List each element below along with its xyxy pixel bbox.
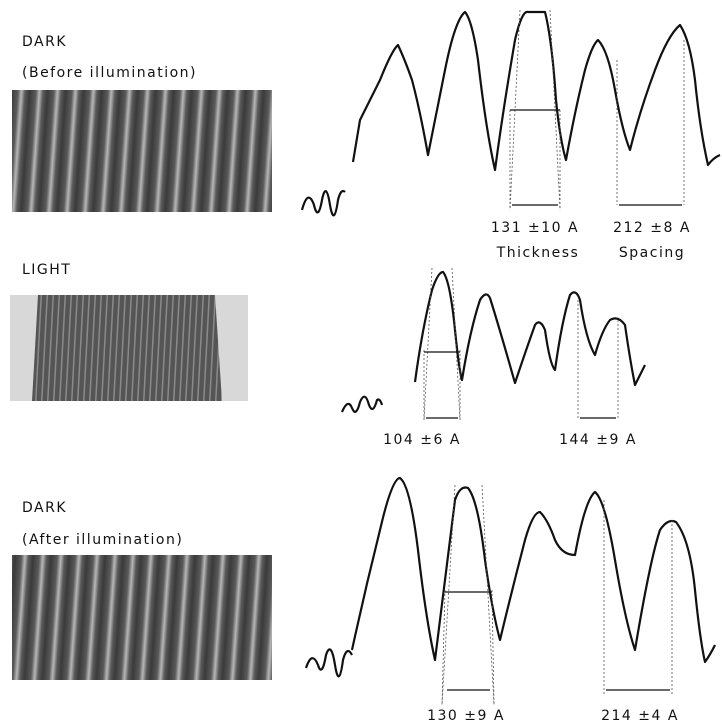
density-trace <box>304 648 353 678</box>
panel-label: LIGHT <box>22 262 71 278</box>
density-trace <box>340 395 384 413</box>
thickness-caption: Thickness <box>496 245 580 261</box>
micrograph <box>32 295 222 401</box>
panel-sublabel: (Before illumination) <box>22 65 197 81</box>
spacing-value: 212 ±8 A <box>613 220 691 236</box>
panel-sublabel: (After illumination) <box>22 532 183 548</box>
panel-label: DARK <box>22 500 67 516</box>
thickness-value: 131 ±10 A <box>491 220 579 236</box>
spacing-value: 214 ±4 A <box>601 708 679 724</box>
micrograph <box>12 90 272 212</box>
micrograph <box>12 555 272 680</box>
density-trace <box>351 10 721 172</box>
thickness-value: 130 ±9 A <box>427 708 505 724</box>
density-trace <box>350 476 716 664</box>
spacing-value: 144 ±9 A <box>559 432 637 448</box>
density-trace <box>413 270 646 387</box>
density-trace <box>300 189 346 217</box>
spacing-caption: Spacing <box>619 245 685 261</box>
thickness-value: 104 ±6 A <box>383 432 461 448</box>
panel-label: DARK <box>22 34 67 50</box>
